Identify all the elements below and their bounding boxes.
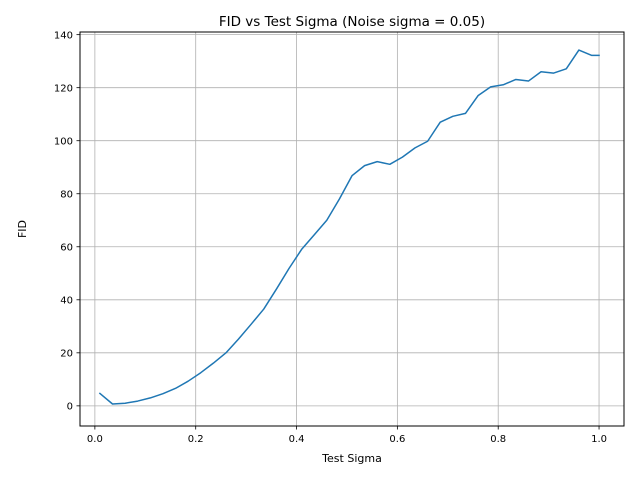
y-tick-label: 40	[60, 295, 73, 306]
y-tick-label: 100	[54, 136, 73, 147]
plot-frame	[79, 31, 625, 427]
x-tick-label: 1.0	[591, 434, 607, 445]
y-tick-label: 0	[67, 401, 73, 412]
y-tick-label: 80	[60, 189, 73, 200]
y-tick-labels: 0 20 40 60 80 100 120 140	[54, 30, 73, 412]
y-tick-label: 120	[54, 83, 73, 94]
x-axis-label: Test Sigma	[321, 452, 382, 465]
x-tick-label: 0.0	[87, 434, 103, 445]
chart-title: FID vs Test Sigma (Noise sigma = 0.05)	[219, 14, 485, 30]
series-line	[98, 49, 600, 405]
y-tick-label: 140	[54, 30, 73, 41]
x-tick-label: 0.8	[490, 434, 506, 445]
x-tick-label: 0.6	[389, 434, 405, 445]
series-layer	[98, 49, 600, 405]
y-axis-label: FID	[16, 220, 29, 238]
x-tick-label: 0.2	[188, 434, 204, 445]
x-tick-labels: 0.0 0.2 0.4 0.6 0.8 1.0	[87, 434, 607, 445]
tick-marks	[76, 34, 600, 430]
grid-lines	[80, 32, 624, 426]
y-tick-label: 20	[60, 348, 73, 359]
y-tick-label: 60	[60, 242, 73, 253]
x-tick-label: 0.4	[289, 434, 305, 445]
